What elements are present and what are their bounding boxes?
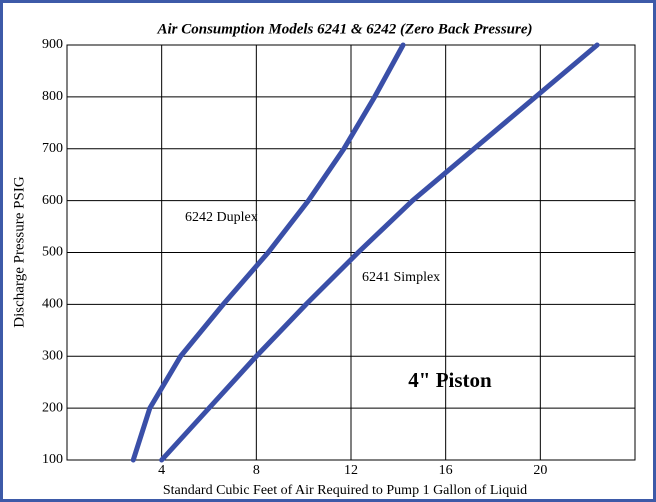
series-label: 6241 Simplex (362, 270, 440, 285)
x-axis-label: Standard Cubic Feet of Air Required to P… (163, 483, 527, 498)
y-tick-label: 800 (42, 89, 63, 104)
y-tick-label: 400 (42, 297, 63, 312)
y-tick-label: 100 (42, 452, 63, 467)
y-tick-label: 500 (42, 245, 63, 260)
annotation: 4" Piston (408, 368, 492, 392)
y-tick-label: 200 (42, 400, 63, 415)
x-tick-label: 4 (158, 463, 165, 478)
x-tick-label: 16 (439, 463, 453, 478)
x-tick-label: 8 (253, 463, 260, 478)
y-tick-label: 300 (42, 348, 63, 363)
x-tick-label: 12 (344, 463, 358, 478)
series-line (159, 42, 600, 463)
y-axis-label: Discharge Pressure PSIG (11, 176, 27, 328)
y-tick-label: 700 (42, 141, 63, 156)
y-tick-label: 600 (42, 193, 63, 208)
chart-title: Air Consumption Models 6241 & 6242 (Zero… (156, 21, 532, 37)
x-tick-label: 20 (533, 463, 547, 478)
series-label: 6242 Duplex (185, 210, 258, 225)
series-line (130, 42, 406, 463)
y-tick-label: 900 (42, 37, 63, 52)
